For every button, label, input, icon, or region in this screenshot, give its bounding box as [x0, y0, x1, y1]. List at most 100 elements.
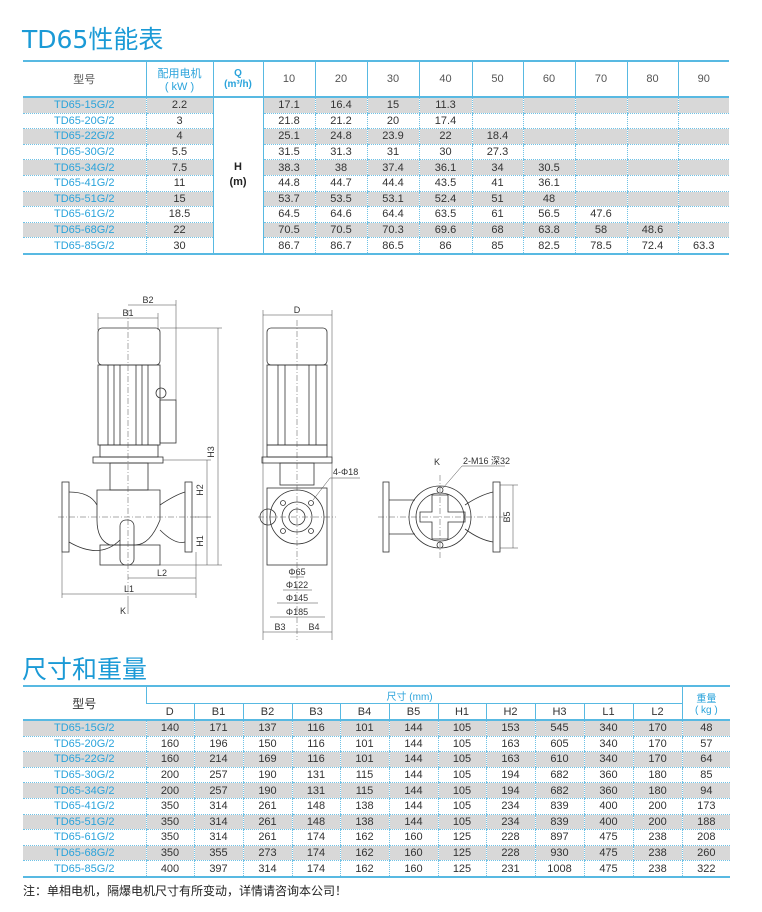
dimensions-header-row-1: 型号 尺寸 (mm) 重量( kg ) [23, 686, 731, 721]
dimension-cell: 355 [193, 845, 243, 862]
table-row: TD65-30G/2 200 257 190 131 115 144 105 194 682 360… [23, 767, 731, 784]
head-cell: 23.9 [366, 128, 419, 145]
dimension-cell: 105 [437, 751, 486, 768]
dimension-cell: 261 [242, 829, 292, 846]
dimension-header: B3 [291, 703, 340, 721]
dimension-cell: 162 [339, 829, 389, 846]
dimension-cell: 350 [145, 798, 194, 815]
table-row: TD65-61G/2 18.5 64.5 64.6 64.4 63.5 61 56.5 47.6 [23, 206, 729, 223]
head-cell: 52.4 [418, 191, 472, 208]
head-cell [522, 113, 575, 130]
table-row: TD65-20G/2 160 196 150 116 101 144 105 163 605 340… [23, 736, 731, 753]
dimension-cell: 153 [485, 720, 535, 737]
head-cell: 58 [574, 222, 627, 239]
head-cell: 63.8 [522, 222, 575, 239]
dimension-cell: 350 [145, 845, 194, 862]
dimension-cell: 174 [291, 860, 340, 878]
head-cell [677, 144, 729, 161]
dimension-header: L1 [583, 703, 633, 721]
model-cell: TD65-68G/2 [23, 845, 146, 862]
label-k: K [120, 606, 126, 616]
dimension-cell: 171 [193, 720, 243, 737]
weight-cell: 57 [681, 736, 731, 753]
head-cell [677, 206, 729, 223]
head-cell: 56.5 [522, 206, 575, 223]
dimension-cell: 144 [388, 720, 438, 737]
weight-cell: 188 [681, 814, 731, 831]
label-phi122: Φ122 [286, 580, 308, 590]
label-b4: B4 [308, 622, 319, 632]
power-cell: 15 [145, 191, 213, 208]
head-cell [626, 144, 678, 161]
head-cell: 22 [418, 128, 472, 145]
dimension-cell: 475 [583, 845, 633, 862]
head-cell: 18.4 [471, 128, 523, 145]
q-label: Q [234, 68, 242, 79]
head-cell: 72.4 [626, 237, 678, 255]
head-cell [574, 128, 627, 145]
head-cell [626, 97, 678, 114]
head-cell [677, 113, 729, 130]
dimension-cell: 131 [291, 782, 340, 799]
dimension-cell: 200 [145, 767, 194, 784]
table-row: TD65-15G/2 140 171 137 116 101 144 105 153 545 340… [23, 720, 731, 737]
dimensions-body: TD65-15G/2 140 171 137 116 101 144 105 153 545 340… [23, 720, 731, 878]
dimension-cell: 160 [388, 829, 438, 846]
head-cell: 78.5 [574, 237, 627, 255]
dimension-cell: 115 [339, 767, 389, 784]
dimension-cell: 169 [242, 751, 292, 768]
dimension-cell: 930 [534, 845, 584, 862]
head-cell: 41 [471, 175, 523, 192]
dimension-cell: 350 [145, 829, 194, 846]
dimension-header: B2 [242, 703, 292, 721]
model-cell: TD65-20G/2 [23, 736, 146, 753]
q-unit: (m³/h) [224, 79, 252, 90]
model-cell: TD65-61G/2 [23, 206, 146, 223]
head-cell: 36.1 [522, 175, 575, 192]
power-cell: 18.5 [145, 206, 213, 223]
label-b1: B1 [122, 308, 133, 318]
head-cell [574, 175, 627, 192]
head-cell [471, 113, 523, 130]
dimension-cell: 116 [291, 720, 340, 737]
footnote: 注：单相电机，隔爆电机尺寸有所变动，详情请咨询本公司！ [23, 884, 348, 898]
dimension-header: B1 [193, 703, 243, 721]
size-group-header: 尺寸 (mm) [145, 686, 683, 704]
dimension-cell: 170 [632, 751, 683, 768]
head-cell: 86.5 [366, 237, 419, 255]
dimension-cell: 214 [193, 751, 243, 768]
label-b5: B5 [502, 511, 512, 522]
head-cell: 53.7 [262, 191, 315, 208]
head-cell [677, 191, 729, 208]
dimension-cell: 360 [583, 782, 633, 799]
flow-header: 20 [314, 61, 367, 98]
dimension-cell: 261 [242, 798, 292, 815]
model-cell: TD65-15G/2 [23, 97, 146, 114]
dimension-cell: 200 [632, 798, 683, 815]
dimension-cell: 234 [485, 814, 535, 831]
model-cell: TD65-41G/2 [23, 175, 146, 192]
model-cell: TD65-61G/2 [23, 829, 146, 846]
dimension-cell: 340 [583, 720, 633, 737]
dimension-cell: 105 [437, 782, 486, 799]
dimension-cell: 231 [485, 860, 535, 878]
head-cell: 85 [471, 237, 523, 255]
dimension-cell: 101 [339, 720, 389, 737]
h-label: H [234, 161, 242, 174]
table-row: TD65-22G/2 160 214 169 116 101 144 105 163 610 340… [23, 751, 731, 768]
head-cell [626, 175, 678, 192]
model-cell: TD65-15G/2 [23, 720, 146, 737]
model-header: 型号 [23, 686, 146, 721]
dimension-cell: 115 [339, 782, 389, 799]
dimension-header: H2 [485, 703, 535, 721]
table-row: TD65-22G/2 4 25.1 24.8 23.9 22 18.4 [23, 128, 729, 145]
label-h1: H1 [195, 535, 205, 547]
table-row: TD65-51G/2 15 53.7 53.5 53.1 52.4 51 48 [23, 191, 729, 208]
head-cell: 48.6 [626, 222, 678, 239]
head-cell: 16.4 [314, 97, 367, 114]
head-cell: 86.7 [262, 237, 315, 255]
dimension-cell: 605 [534, 736, 584, 753]
model-cell: TD65-20G/2 [23, 113, 146, 130]
dimension-cell: 238 [632, 829, 683, 846]
dimension-cell: 105 [437, 798, 486, 815]
